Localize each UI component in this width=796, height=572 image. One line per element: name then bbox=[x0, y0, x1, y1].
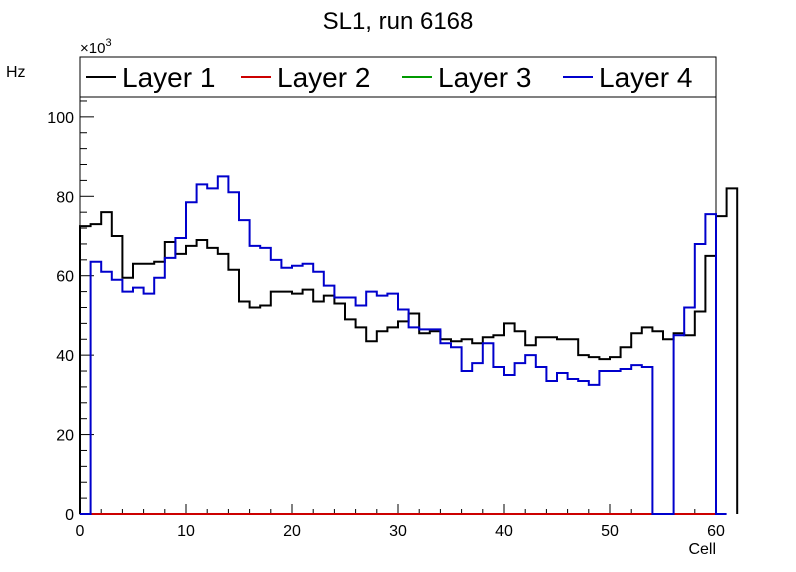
x-axis-label: Cell bbox=[688, 541, 716, 558]
x-tick-label: 60 bbox=[707, 523, 725, 540]
y-tick-label: 100 bbox=[47, 110, 74, 127]
series-line-layer-4 bbox=[80, 175, 727, 515]
x-tick-label: 40 bbox=[495, 523, 513, 540]
x-tick-label: 20 bbox=[283, 523, 301, 540]
x-tick-label: 10 bbox=[177, 523, 195, 540]
y-tick-label: 0 bbox=[65, 507, 74, 524]
legend-label: Layer 3 bbox=[438, 62, 531, 93]
y-multiplier-exponent: 3 bbox=[105, 37, 111, 49]
legend-box bbox=[79, 56, 717, 98]
chart-title: SL1, run 6168 bbox=[323, 8, 474, 35]
y-multiplier-base: ×10 bbox=[80, 40, 105, 57]
x-tick-label: 50 bbox=[601, 523, 619, 540]
legend-label: Layer 1 bbox=[122, 62, 215, 93]
plot-area: 0 10 20 30 40 50 60 0 20 40 60 80 100 bbox=[47, 96, 739, 540]
y-tick-label: 60 bbox=[56, 269, 74, 286]
y-tick-label: 80 bbox=[56, 189, 74, 206]
y-tick-label: 20 bbox=[56, 428, 74, 445]
y-axis-label: Hz bbox=[6, 64, 26, 81]
legend: Layer 1 Layer 2 Layer 3 Layer 4 bbox=[79, 56, 717, 98]
y-tick-label: 40 bbox=[56, 348, 74, 365]
x-tick-label: 0 bbox=[76, 523, 85, 540]
legend-label: Layer 4 bbox=[599, 62, 692, 93]
x-tick-label: 30 bbox=[389, 523, 407, 540]
y-multiplier: ×103 bbox=[80, 37, 112, 57]
legend-label: Layer 2 bbox=[277, 62, 370, 93]
